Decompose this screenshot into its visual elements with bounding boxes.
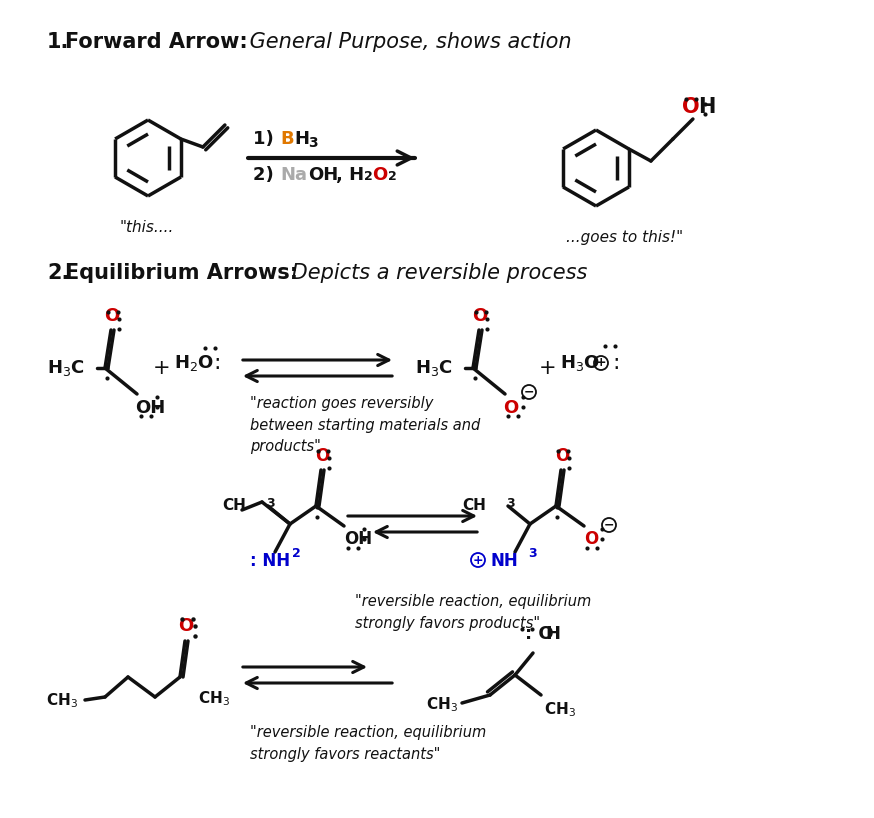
Text: CH: CH	[222, 498, 246, 514]
Text: CH: CH	[462, 498, 486, 514]
Text: General Purpose, shows action: General Purpose, shows action	[243, 32, 572, 52]
Text: H: H	[545, 625, 560, 643]
Text: "reversible reaction, equilibrium
strongly favors reactants": "reversible reaction, equilibrium strong…	[250, 725, 486, 762]
Text: "reversible reaction, equilibrium
strongly favors products": "reversible reaction, equilibrium strong…	[355, 594, 591, 631]
Text: 1): 1)	[253, 130, 280, 148]
Text: H: H	[698, 97, 716, 117]
Text: 3: 3	[308, 136, 317, 150]
Text: +: +	[539, 358, 557, 378]
Text: CH$_3$: CH$_3$	[426, 695, 458, 714]
Text: O: O	[315, 447, 329, 465]
Text: 3: 3	[506, 497, 515, 510]
Text: H$_2$O: H$_2$O	[174, 353, 214, 373]
Text: :: :	[612, 353, 620, 373]
Text: CH$_3$: CH$_3$	[46, 692, 78, 710]
Text: O: O	[472, 307, 488, 325]
Text: +: +	[596, 357, 607, 370]
Text: : O: : O	[525, 625, 553, 643]
Text: O: O	[178, 617, 194, 635]
Text: 3: 3	[528, 547, 537, 560]
Text: H$_3$C: H$_3$C	[47, 358, 85, 378]
Text: O: O	[555, 447, 569, 465]
Text: O: O	[104, 307, 120, 325]
Text: H: H	[294, 130, 309, 148]
Text: OH: OH	[135, 399, 165, 417]
Text: 1.: 1.	[47, 32, 69, 52]
Text: Depicts a reversible process: Depicts a reversible process	[285, 263, 587, 283]
Text: : NH: : NH	[250, 552, 290, 570]
Text: "reaction goes reversibly
between starting materials and
products": "reaction goes reversibly between starti…	[250, 396, 480, 454]
Text: H$_3$C: H$_3$C	[415, 358, 453, 378]
Text: 2: 2	[364, 170, 372, 183]
Text: 2: 2	[388, 170, 397, 183]
Text: CH$_3$: CH$_3$	[544, 700, 576, 719]
Text: B: B	[280, 130, 294, 148]
Text: O: O	[682, 97, 700, 117]
Text: O: O	[372, 166, 387, 184]
Text: +: +	[473, 554, 483, 567]
Text: Na: Na	[280, 166, 307, 184]
Text: Forward Arrow:: Forward Arrow:	[65, 32, 247, 52]
Text: O: O	[503, 399, 518, 417]
Text: 2.: 2.	[47, 263, 69, 283]
Text: ...goes to this!": ...goes to this!"	[566, 230, 683, 245]
Text: 2): 2)	[253, 166, 280, 184]
Text: "this....: "this....	[120, 220, 175, 235]
Text: NH: NH	[490, 552, 517, 570]
Text: 2: 2	[292, 547, 301, 560]
Text: 3: 3	[266, 497, 274, 510]
Text: H$_3$O: H$_3$O	[560, 353, 600, 373]
Text: −: −	[524, 385, 534, 398]
Text: +: +	[153, 358, 170, 378]
Text: O: O	[584, 530, 598, 548]
Text: Equilibrium Arrows:: Equilibrium Arrows:	[65, 263, 298, 283]
Text: :: :	[213, 353, 220, 373]
Text: , H: , H	[336, 166, 364, 184]
Text: −: −	[604, 519, 614, 532]
Text: OH: OH	[344, 530, 372, 548]
Text: OH: OH	[308, 166, 338, 184]
Text: CH$_3$: CH$_3$	[198, 689, 230, 708]
